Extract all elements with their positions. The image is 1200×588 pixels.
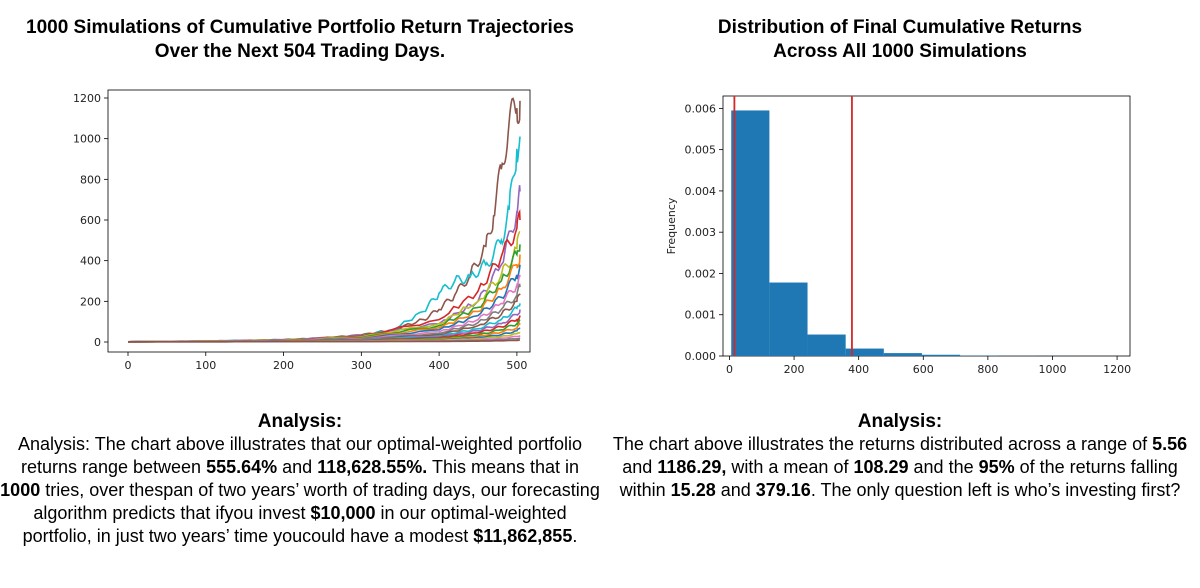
- analysis-segment: and: [622, 457, 658, 477]
- y-tick-label: 1200: [73, 92, 101, 105]
- y-tick-label: 0.003: [685, 226, 717, 239]
- histogram-bar: [731, 110, 770, 356]
- x-tick-label: 100: [195, 359, 216, 372]
- histogram-bar: [883, 353, 922, 356]
- analysis-segment: with a mean of: [726, 457, 854, 477]
- x-tick-label: 400: [848, 363, 869, 376]
- analysis-segment: tries, over thespan of two years’ worth …: [33, 480, 600, 523]
- y-tick-label: 1000: [73, 133, 101, 146]
- x-tick-label: 0: [726, 363, 733, 376]
- analysis-segment: of the returns falling within: [619, 457, 1178, 500]
- analysis-segment: 1186.29,: [657, 457, 727, 477]
- x-tick-label: 300: [351, 359, 372, 372]
- y-tick-label: 200: [80, 295, 101, 308]
- x-tick-label: 800: [977, 363, 998, 376]
- simulation-line: [128, 339, 520, 343]
- y-tick-label: 0.005: [685, 144, 717, 157]
- left-chart-title: 1000 Simulations of Cumulative Portfolio…: [0, 16, 600, 64]
- analysis-segment: 15.28: [670, 480, 716, 500]
- histogram-bar: [921, 354, 961, 356]
- y-tick-label: 0.002: [685, 267, 717, 280]
- analysis-segment: This means that in: [427, 457, 580, 477]
- left-title-line1: 1000 Simulations of Cumulative Portfolio…: [26, 17, 574, 38]
- analysis-segment: and the: [908, 457, 979, 477]
- x-tick-label: 1200: [1103, 363, 1131, 376]
- histogram-bar: [845, 348, 884, 356]
- y-tick-label: 0: [94, 336, 101, 349]
- analysis-segment: .: [572, 526, 578, 546]
- y-axis-label: Frequency: [665, 197, 678, 254]
- x-tick-label: 600: [913, 363, 934, 376]
- y-tick-label: 400: [80, 255, 101, 268]
- returns-histogram: 0 200 400 600 800 1000 1200 0.000 0.001 0.002 0.00…: [665, 95, 1131, 376]
- left-analysis-text: Analysis: The chart above illustrates th…: [0, 433, 600, 548]
- analysis-segment: Analysis: The chart above illustrates th…: [18, 434, 582, 477]
- y-tick-label: 0.004: [685, 185, 717, 198]
- analysis-segment: in our optimal-weighted portfolio, in ju…: [22, 503, 567, 546]
- analysis-segment: and: [715, 480, 756, 500]
- x-tick-label: 400: [429, 359, 450, 372]
- left-title-line2: Over the Next 504 Trading Days.: [154, 41, 446, 62]
- x-tick-label: 0: [125, 359, 132, 372]
- right-analysis: Analysis: The chart above illustrates th…: [600, 410, 1200, 502]
- analysis-segment: The chart above illustrates the returns …: [612, 434, 1153, 454]
- x-tick-label: 200: [784, 363, 805, 376]
- analysis-segment: 555.64%: [206, 457, 278, 477]
- plot-frame: [107, 89, 531, 353]
- analysis-segment: 95%: [978, 457, 1015, 477]
- y-tick-label: 0.001: [685, 309, 717, 322]
- x-tick-label: 200: [273, 359, 294, 372]
- left-analysis: Analysis: Analysis: The chart above illu…: [0, 410, 600, 548]
- y-tick-label: 0.000: [685, 350, 717, 363]
- x-tick-label: 500: [506, 359, 527, 372]
- histogram-bar: [769, 282, 808, 356]
- x-tick-label: 1000: [1038, 363, 1066, 376]
- simulation-lines: [127, 97, 521, 343]
- analysis-segment: . The only question left is who’s invest…: [810, 480, 1181, 500]
- analysis-segment: 108.29: [853, 457, 909, 477]
- right-title-line1: Distribution of Final Cumulative Returns: [717, 17, 1083, 38]
- simulation-line-chart: 0 100 200 300 400 500 0 200 400 600 800 1000 1200: [73, 89, 531, 372]
- analysis-segment: 379.16: [755, 480, 811, 500]
- right-chart-title: Distribution of Final Cumulative Returns…: [600, 16, 1200, 64]
- analysis-segment: $11,862,855: [473, 526, 573, 546]
- analysis-segment: and: [277, 457, 318, 477]
- left-analysis-heading: Analysis:: [257, 411, 343, 432]
- right-analysis-text: The chart above illustrates the returns …: [600, 433, 1200, 502]
- analysis-segment: 118,628.55%.: [317, 457, 428, 477]
- analysis-segment: $10,000: [310, 503, 376, 523]
- right-analysis-heading: Analysis:: [857, 411, 943, 432]
- y-tick-label: 800: [80, 173, 101, 186]
- y-tick-label: 0.006: [685, 102, 717, 115]
- right-title-line2: Across All 1000 Simulations: [773, 41, 1027, 62]
- histogram-bar: [807, 334, 846, 356]
- analysis-segment: 5.56: [1152, 434, 1188, 454]
- y-tick-label: 600: [80, 214, 101, 227]
- analysis-segment: 1000: [0, 480, 41, 500]
